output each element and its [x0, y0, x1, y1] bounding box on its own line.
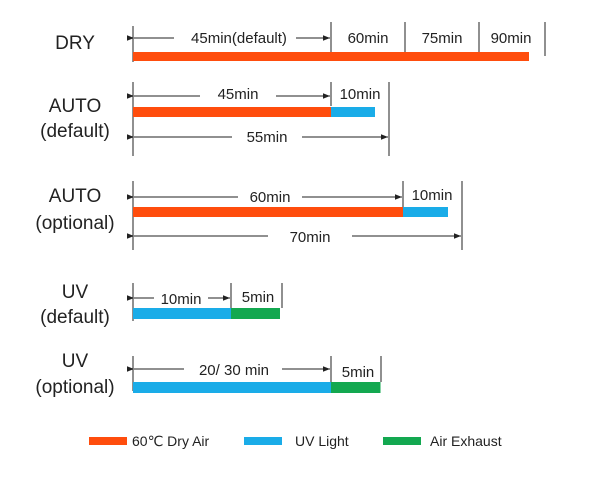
legend-swatch-uv-light	[244, 437, 282, 445]
bar-uv-light	[331, 107, 375, 117]
segment-label: 45min	[218, 86, 259, 103]
legend-label: Air Exhaust	[430, 433, 502, 449]
segment-label: 10min	[340, 86, 381, 103]
segment-label: 45min(default)	[191, 30, 287, 47]
bar-dry-air	[463, 52, 529, 61]
row-label-optional: (optional)	[35, 213, 114, 234]
row-dry: DRY 45min(default) 60min 75min 90min	[55, 22, 546, 62]
row-label-dry: DRY	[55, 33, 95, 54]
segment-label: 60min	[348, 30, 389, 47]
row-label-auto: AUTO	[49, 186, 101, 207]
row-label-default: (default)	[40, 121, 110, 142]
segment-label: 10min	[161, 291, 202, 308]
row-label-uv: UV	[62, 351, 89, 372]
segment-label: 75min	[422, 30, 463, 47]
bar-air-exhaust	[331, 382, 381, 393]
row-label-optional: (optional)	[35, 377, 114, 398]
bar-dry-air	[397, 52, 463, 61]
row-label-uv: UV	[62, 282, 89, 303]
bar-dry-air	[133, 107, 331, 117]
legend-swatch-air-exhaust	[383, 437, 421, 445]
total-label: 55min	[247, 129, 288, 146]
bar-dry-air	[133, 52, 331, 61]
segment-label: 20/ 30 min	[199, 362, 269, 379]
bar-dry-air	[331, 52, 397, 61]
segment-label: 10min	[412, 187, 453, 204]
segment-label: 5min	[342, 364, 375, 381]
legend-label: UV Light	[295, 433, 349, 449]
row-label-default: (default)	[40, 307, 110, 328]
legend-swatch-dry-air	[89, 437, 127, 445]
legend: 60℃ Dry Air UV Light Air Exhaust	[89, 433, 502, 449]
total-label: 70min	[290, 229, 331, 246]
segment-label: 60min	[250, 189, 291, 206]
bar-uv-light	[133, 382, 331, 393]
bar-air-exhaust	[231, 308, 280, 319]
row-uv-default: UV (default) 10min 5min	[40, 282, 283, 328]
bar-dry-air	[133, 207, 403, 217]
row-label-auto: AUTO	[49, 96, 101, 117]
row-auto-default: AUTO (default) 45min 10min 55min	[40, 82, 390, 156]
segment-label: 90min	[491, 30, 532, 47]
row-auto-optional: AUTO (optional) 60min 10min 70min	[35, 181, 463, 250]
bar-uv-light	[133, 308, 231, 319]
legend-label: 60℃ Dry Air	[132, 433, 210, 449]
segment-label: 5min	[242, 289, 275, 306]
row-uv-optional: UV (optional) 20/ 30 min 5min	[35, 351, 382, 398]
bar-uv-light	[403, 207, 448, 217]
